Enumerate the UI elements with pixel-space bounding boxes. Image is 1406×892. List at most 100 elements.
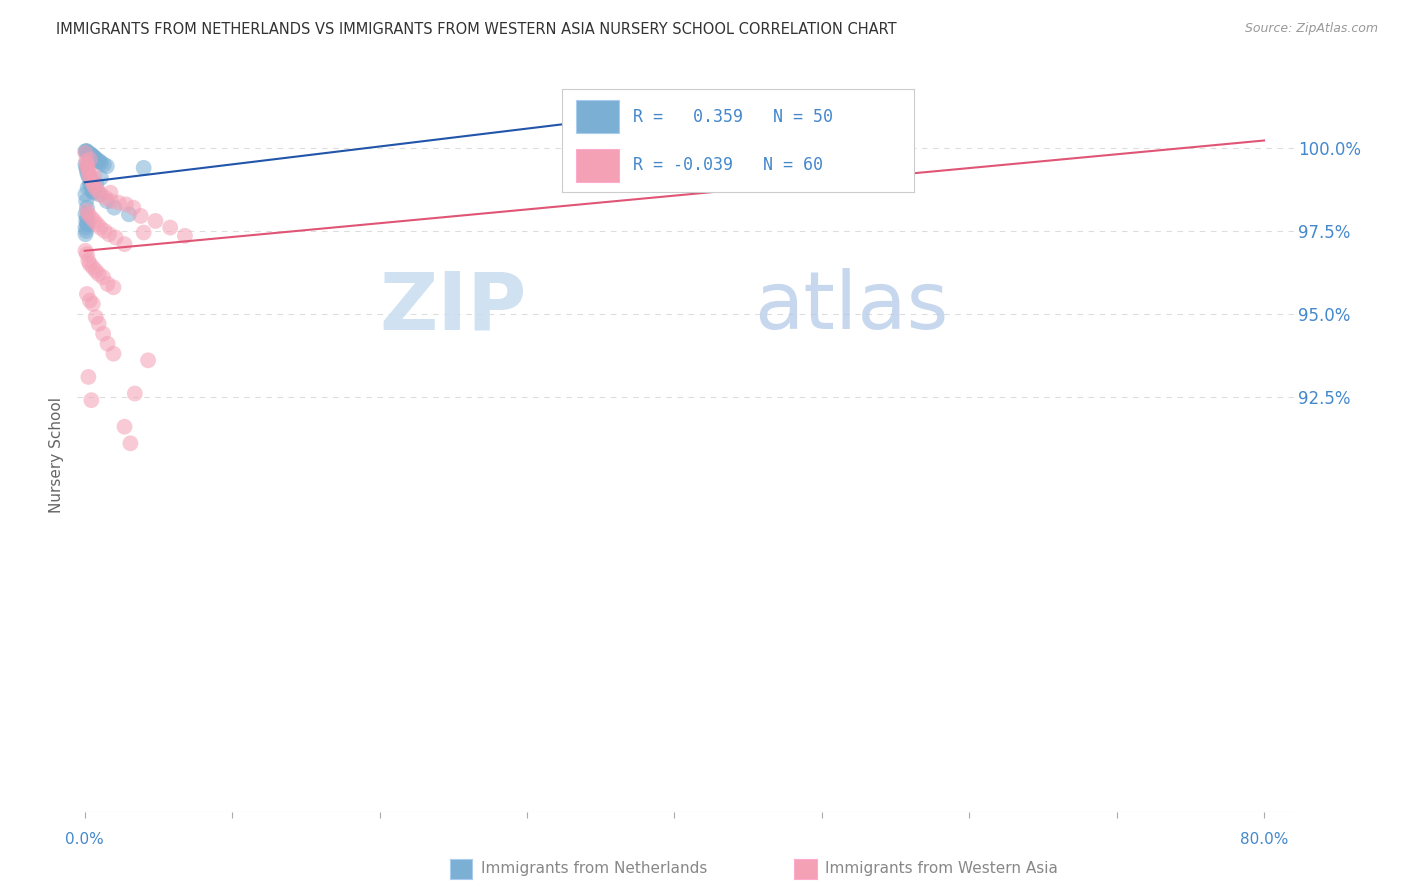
Point xyxy=(79,293,101,308)
Point xyxy=(75,227,97,242)
Point xyxy=(91,326,114,341)
Point xyxy=(132,226,155,240)
Point xyxy=(76,287,98,301)
Point xyxy=(76,217,98,231)
Point xyxy=(77,145,100,160)
Point xyxy=(84,151,107,165)
Point xyxy=(94,191,117,205)
Point xyxy=(96,277,118,291)
Point xyxy=(80,393,103,408)
Point xyxy=(75,244,97,258)
Point xyxy=(79,147,101,161)
Point xyxy=(107,195,129,210)
Point xyxy=(76,180,98,194)
Point xyxy=(122,201,145,215)
Point xyxy=(86,153,108,167)
Point xyxy=(174,228,197,243)
Point xyxy=(77,207,100,221)
Point xyxy=(90,156,112,170)
Point xyxy=(76,201,98,215)
Point xyxy=(76,145,98,159)
Point xyxy=(83,178,105,192)
Point xyxy=(103,201,125,215)
Point xyxy=(87,154,110,169)
Point xyxy=(89,154,111,169)
Point xyxy=(80,174,103,188)
Point xyxy=(76,145,98,160)
Text: Immigrants from Netherlands: Immigrants from Netherlands xyxy=(481,862,707,876)
Point xyxy=(76,157,98,171)
Point xyxy=(76,164,98,178)
Point xyxy=(118,207,141,221)
Point xyxy=(75,154,97,169)
Point xyxy=(90,170,112,185)
Text: Source: ZipAtlas.com: Source: ZipAtlas.com xyxy=(1244,22,1378,36)
Point xyxy=(76,247,98,261)
Text: Immigrants from Western Asia: Immigrants from Western Asia xyxy=(825,862,1059,876)
Point xyxy=(96,159,118,173)
Text: 0.0%: 0.0% xyxy=(65,831,104,847)
Point xyxy=(96,336,118,351)
Point xyxy=(80,180,103,194)
Point xyxy=(75,157,97,171)
Point xyxy=(75,145,97,159)
Point xyxy=(132,161,155,175)
Point xyxy=(79,178,101,192)
Point xyxy=(103,280,125,294)
Point xyxy=(75,220,97,235)
Point xyxy=(83,186,105,200)
Point xyxy=(145,214,167,228)
Point xyxy=(87,267,110,281)
Point xyxy=(82,149,104,163)
Point xyxy=(75,145,97,160)
Point xyxy=(79,153,101,167)
Point xyxy=(79,257,101,271)
Point xyxy=(77,147,100,161)
Point xyxy=(75,207,97,221)
Point xyxy=(100,194,122,208)
Text: IMMIGRANTS FROM NETHERLANDS VS IMMIGRANTS FROM WESTERN ASIA NURSERY SCHOOL CORRE: IMMIGRANTS FROM NETHERLANDS VS IMMIGRANT… xyxy=(56,22,897,37)
Point xyxy=(77,370,100,384)
Point xyxy=(87,317,110,331)
Point xyxy=(83,151,105,165)
Point xyxy=(84,184,107,198)
Point xyxy=(100,186,122,200)
Point xyxy=(90,187,112,202)
Point xyxy=(76,161,98,175)
Point xyxy=(84,180,107,194)
Point xyxy=(75,214,97,228)
Point xyxy=(114,419,136,434)
Point xyxy=(103,347,125,361)
Point xyxy=(91,270,114,285)
Point xyxy=(114,237,136,252)
Point xyxy=(89,220,111,235)
Point xyxy=(84,263,107,277)
Point xyxy=(84,310,107,325)
Point xyxy=(79,147,101,161)
Point xyxy=(124,386,146,401)
Point xyxy=(98,227,121,242)
FancyBboxPatch shape xyxy=(576,149,619,181)
Point xyxy=(115,197,138,211)
Point xyxy=(75,194,97,208)
Point xyxy=(120,436,142,450)
Point xyxy=(82,260,104,275)
Point xyxy=(80,147,103,161)
Y-axis label: Nursery School: Nursery School xyxy=(49,397,65,513)
Point xyxy=(93,157,115,171)
Point xyxy=(76,204,98,219)
Point xyxy=(810,145,832,160)
Text: R = -0.039   N = 60: R = -0.039 N = 60 xyxy=(633,156,823,174)
Point xyxy=(76,217,98,231)
Point xyxy=(80,149,103,163)
Text: R =   0.359   N = 50: R = 0.359 N = 50 xyxy=(633,108,832,126)
Point xyxy=(159,220,181,235)
Point xyxy=(79,178,101,192)
Point xyxy=(82,297,104,311)
FancyBboxPatch shape xyxy=(576,101,619,133)
Point xyxy=(86,178,108,192)
Point xyxy=(77,170,100,185)
Point xyxy=(79,170,101,185)
Point xyxy=(96,194,118,208)
Point xyxy=(77,168,100,182)
